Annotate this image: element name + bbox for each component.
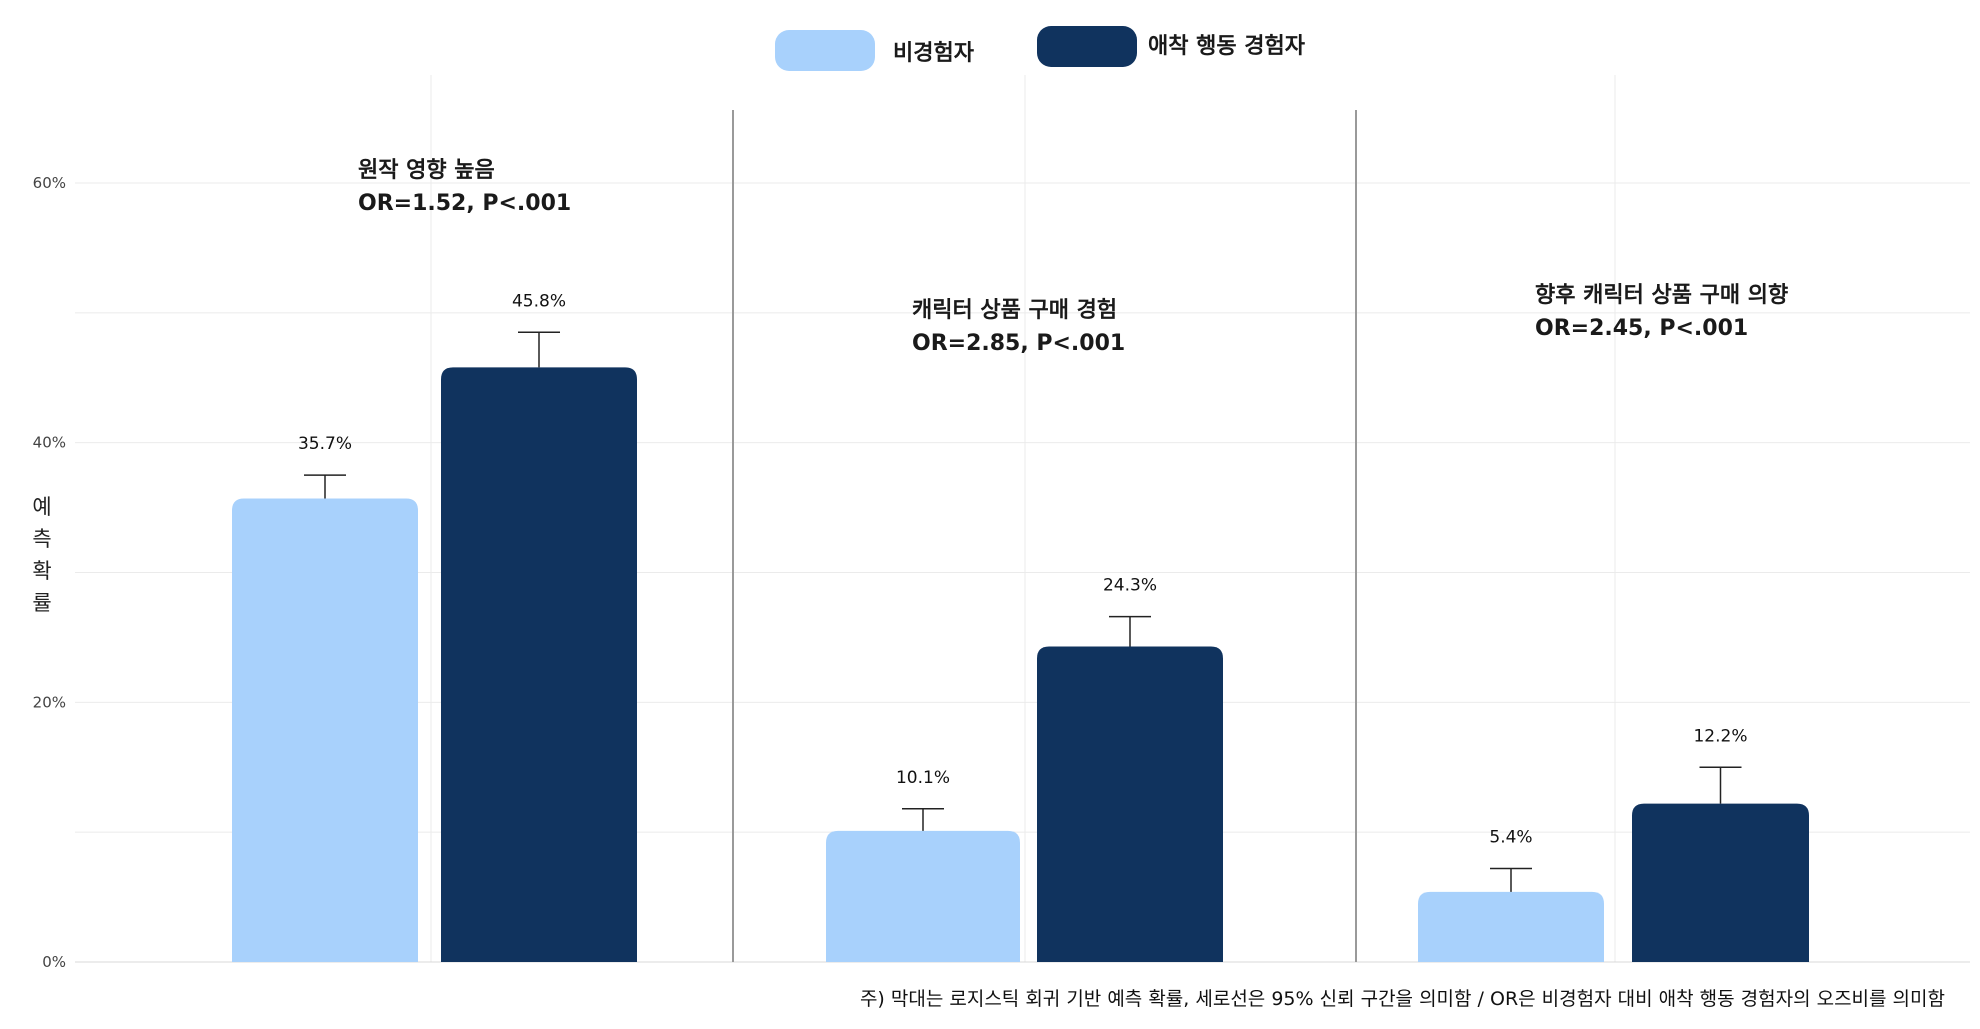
panel-stat: OR=2.85, P<.001 — [912, 331, 1125, 356]
y-tick-label: 60% — [33, 174, 66, 192]
bar-non-experienced — [826, 830, 1020, 962]
data-label: 35.7% — [298, 434, 352, 454]
footnote: 주) 막대는 로지스틱 회귀 기반 예측 확률, 세로선은 95% 신뢰 구간을… — [860, 988, 1945, 1010]
data-label: 12.2% — [1693, 726, 1747, 746]
legend-label-non-experienced: 비경험자 — [893, 40, 975, 66]
legend: 비경험자 애착 행동 경험자 — [775, 26, 1306, 71]
panel-title: 원작 영향 높음 — [358, 158, 495, 183]
data-label: 10.1% — [896, 768, 950, 788]
data-label: 5.4% — [1489, 828, 1532, 848]
panel-title: 향후 캐릭터 상품 구매 의향 — [1535, 283, 1788, 308]
y-tick-label: 20% — [33, 693, 66, 711]
bar-non-experienced — [1418, 891, 1604, 962]
legend-swatch-experienced — [1037, 26, 1137, 67]
data-label: 24.3% — [1103, 576, 1157, 596]
panel-stat: OR=1.52, P<.001 — [358, 191, 571, 216]
legend-swatch-non-experienced — [775, 30, 875, 71]
panels: 원작 영향 높음 OR=1.52, P<.001 캐릭터 상품 구매 경험 OR=2.… — [358, 110, 1788, 962]
bars: 35.7% 10.1% 5.4% 45.8% 24.3% 12.2% — [232, 291, 1809, 962]
bar-experienced — [441, 367, 637, 962]
bar-experienced — [1037, 646, 1223, 962]
bar-non-experienced — [232, 498, 418, 962]
y-tick-label: 0% — [42, 953, 66, 971]
data-label: 45.8% — [512, 291, 566, 311]
bar-experienced — [1632, 803, 1809, 962]
y-axis-ticks: 0% 20% 40% 60% — [33, 174, 66, 971]
panel-title: 캐릭터 상품 구매 경험 — [912, 297, 1117, 323]
legend-label-experienced: 애착 행동 경험자 — [1148, 33, 1306, 59]
y-tick-label: 40% — [33, 434, 66, 452]
panel-stat: OR=2.45, P<.001 — [1535, 316, 1748, 341]
